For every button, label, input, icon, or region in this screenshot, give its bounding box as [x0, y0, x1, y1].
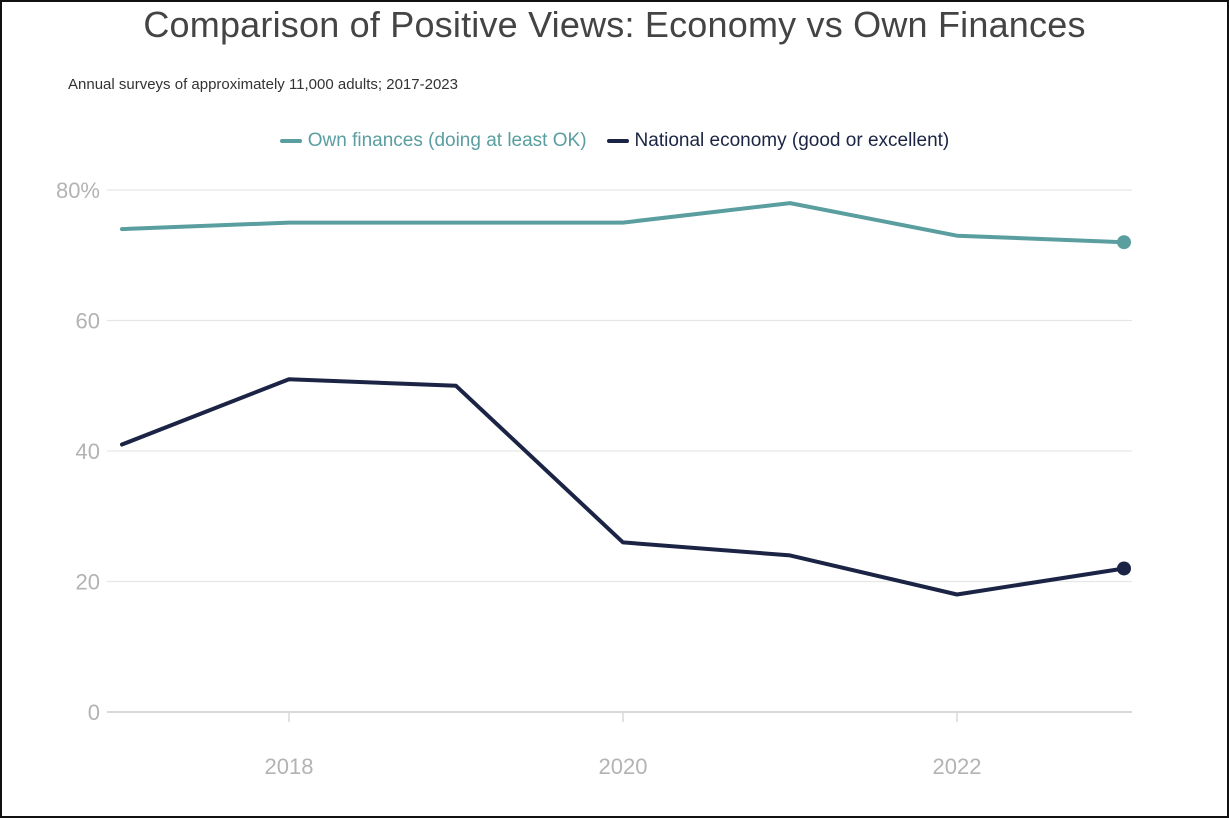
series-end-marker: [1117, 235, 1131, 250]
series-end-marker: [1117, 561, 1131, 576]
x-tick-label: 2022: [933, 754, 982, 779]
x-tick-label: 2018: [265, 754, 314, 779]
legend-swatch-own-finances: [279, 139, 302, 143]
legend-label-own-finances: Own finances (doing at least OK): [307, 130, 587, 151]
y-tick-label: 20: [76, 570, 100, 595]
series-line-own-finances: [120, 201, 1126, 245]
chart-subtitle: Annual surveys of approximately 11,000 a…: [68, 76, 458, 93]
series-line-national-economy: [120, 377, 1126, 597]
legend-item-own-finances: Own finances (doing at least OK): [279, 130, 587, 152]
chart-title: Comparison of Positive Views: Economy vs…: [143, 4, 1086, 45]
y-tick-label: 40: [76, 439, 100, 464]
chart-legend: Own finances (doing at least OK) Nationa…: [2, 130, 1227, 152]
y-tick-label: 60: [76, 309, 100, 334]
legend-swatch-national-economy: [606, 139, 629, 143]
x-tick-label: 2020: [599, 754, 648, 779]
legend-label-national-economy: National economy (good or excellent): [634, 130, 950, 151]
y-tick-label: 80%: [56, 178, 100, 203]
y-tick-label: 0: [88, 700, 100, 725]
legend-item-national-economy: National economy (good or excellent): [606, 130, 950, 152]
